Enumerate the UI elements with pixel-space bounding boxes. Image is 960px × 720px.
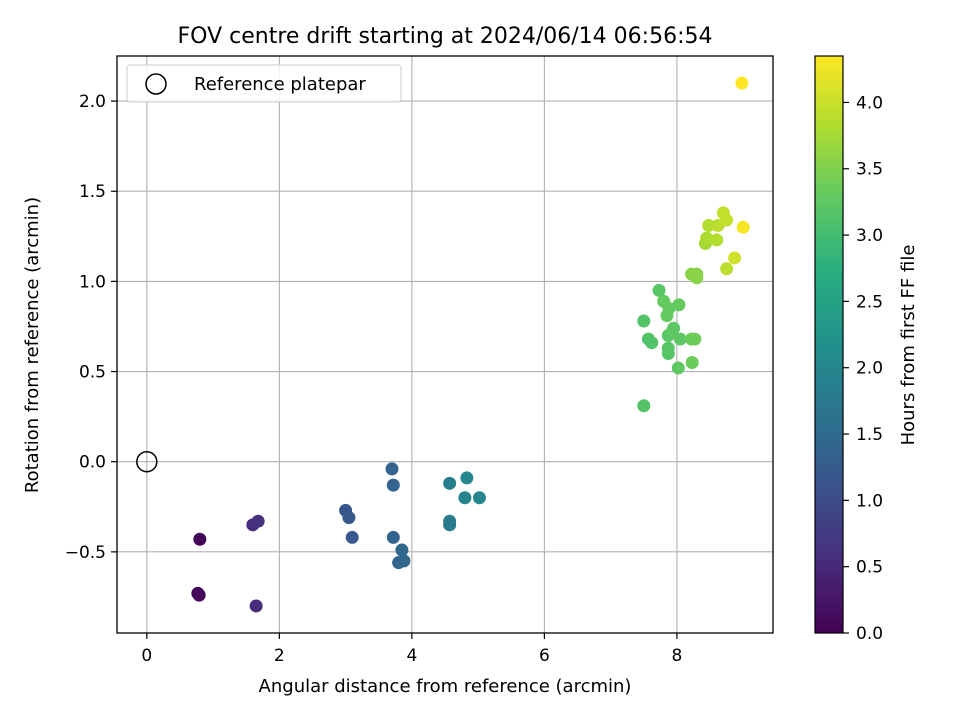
data-point bbox=[637, 314, 651, 328]
colorbar-tick-label: 4.0 bbox=[856, 93, 883, 113]
legend-marker-open-circle bbox=[145, 73, 167, 95]
chart-title: FOV centre drift starting at 2024/06/14 … bbox=[178, 24, 713, 49]
colorbar-tick-label: 1.0 bbox=[856, 491, 883, 511]
colorbar-tick-label: 1.5 bbox=[856, 425, 883, 445]
data-point bbox=[688, 332, 702, 346]
x-tick-label: 6 bbox=[539, 646, 550, 666]
colorbar-gradient bbox=[814, 55, 844, 634]
data-point bbox=[637, 399, 651, 413]
x-tick-label: 4 bbox=[406, 646, 417, 666]
data-point bbox=[193, 532, 207, 546]
data-point bbox=[472, 491, 486, 505]
data-point bbox=[728, 251, 742, 265]
x-axis-label: Angular distance from reference (arcmin) bbox=[259, 676, 632, 697]
y-axis-label: Rotation from reference (arcmin) bbox=[22, 197, 43, 493]
plot-frame bbox=[116, 55, 774, 634]
data-point bbox=[192, 588, 206, 602]
data-point bbox=[395, 543, 409, 557]
data-point bbox=[702, 218, 716, 232]
data-point bbox=[710, 233, 724, 247]
data-point bbox=[652, 283, 666, 297]
x-axis-ticks: 0 2 4 6 8 bbox=[141, 633, 682, 666]
data-point bbox=[251, 514, 265, 528]
data-point bbox=[662, 301, 676, 315]
x-tick-label: 0 bbox=[141, 646, 152, 666]
y-tick-label: 1.5 bbox=[79, 182, 106, 202]
data-point bbox=[661, 347, 675, 361]
data-point bbox=[667, 321, 681, 335]
y-tick-label: 0.0 bbox=[79, 453, 106, 473]
data-point bbox=[700, 231, 714, 245]
data-point bbox=[342, 511, 356, 525]
data-point bbox=[720, 213, 734, 227]
colorbar-ticks: 0.0 0.5 1.0 1.5 2.0 2.5 3.0 3.5 4.0 bbox=[843, 93, 883, 644]
y-axis-ticks: −0.5 0.0 0.5 1.0 1.5 2.0 bbox=[65, 92, 117, 563]
data-point bbox=[720, 262, 734, 276]
data-point bbox=[736, 220, 750, 234]
reference-platepar-marker bbox=[136, 450, 158, 473]
colorbar-tick-label: 0.0 bbox=[856, 624, 883, 644]
data-point bbox=[645, 336, 659, 350]
legend-entry-reference-platepar: Reference platepar bbox=[194, 74, 366, 95]
data-point bbox=[385, 462, 399, 476]
colorbar-label: Hours from first FF file bbox=[898, 245, 919, 446]
data-point bbox=[386, 478, 400, 492]
colorbar-tick-label: 2.5 bbox=[856, 292, 883, 312]
reference-marker-group bbox=[136, 450, 158, 473]
data-point bbox=[249, 599, 263, 613]
y-tick-label: −0.5 bbox=[65, 543, 106, 563]
data-point bbox=[460, 471, 474, 485]
y-tick-label: 0.5 bbox=[79, 363, 106, 383]
data-point bbox=[673, 332, 687, 346]
data-point bbox=[671, 361, 685, 375]
data-point bbox=[443, 476, 457, 490]
data-point bbox=[685, 356, 699, 370]
x-tick-label: 8 bbox=[672, 646, 683, 666]
colorbar-tick-label: 2.0 bbox=[856, 359, 883, 379]
colorbar: 0.0 0.5 1.0 1.5 2.0 2.5 3.0 3.5 4.0 Hours from f… bbox=[814, 55, 919, 644]
data-point bbox=[397, 554, 411, 568]
data-point bbox=[672, 298, 686, 312]
data-point bbox=[690, 271, 704, 285]
y-tick-label: 1.0 bbox=[79, 272, 106, 292]
y-tick-label: 2.0 bbox=[79, 92, 106, 112]
colorbar-tick-label: 3.5 bbox=[856, 160, 883, 180]
colorbar-tick-label: 0.5 bbox=[856, 558, 883, 578]
legend: Reference platepar bbox=[126, 64, 402, 103]
data-points bbox=[191, 76, 750, 613]
grid-lines bbox=[117, 56, 773, 633]
colorbar-tick-label: 3.0 bbox=[856, 226, 883, 246]
data-point bbox=[443, 518, 457, 532]
data-point bbox=[386, 530, 400, 544]
x-tick-label: 2 bbox=[274, 646, 285, 666]
data-point bbox=[735, 76, 749, 90]
legend-box bbox=[126, 64, 402, 103]
data-point bbox=[458, 491, 472, 505]
data-point bbox=[345, 530, 359, 544]
